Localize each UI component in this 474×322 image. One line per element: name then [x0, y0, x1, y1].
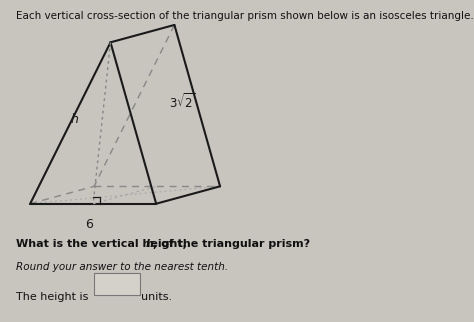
Text: Each vertical cross-section of the triangular prism shown below is an isosceles : Each vertical cross-section of the trian…	[16, 11, 474, 21]
Text: , of the triangular prism?: , of the triangular prism?	[153, 239, 310, 249]
Text: units.: units.	[141, 292, 172, 302]
Text: 6: 6	[86, 218, 93, 231]
Text: h: h	[145, 239, 153, 249]
Text: h: h	[71, 113, 79, 126]
Text: Round your answer to the nearest tenth.: Round your answer to the nearest tenth.	[16, 262, 228, 272]
Text: The height is: The height is	[16, 292, 88, 302]
FancyBboxPatch shape	[94, 273, 140, 296]
Text: What is the vertical height,: What is the vertical height,	[16, 239, 190, 249]
Text: $3\sqrt{2}$: $3\sqrt{2}$	[169, 92, 196, 111]
